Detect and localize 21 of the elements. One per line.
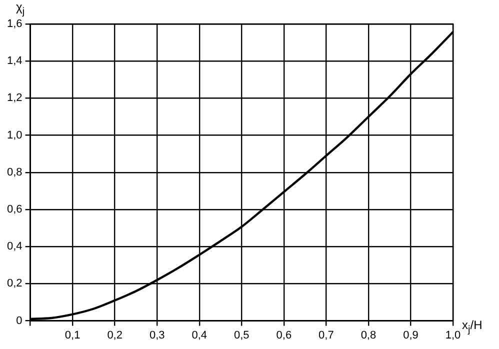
x-tick-label: 0,9 (403, 329, 418, 342)
x-tick-label: 0,5 (234, 329, 250, 342)
y-tick-label: 0,4 (6, 240, 22, 253)
y-tick-label: 1,0 (6, 129, 22, 142)
x-tick-label: 0,4 (192, 329, 208, 342)
x-tick-label: 0,7 (318, 329, 334, 342)
y-tick-label: 0,8 (6, 166, 22, 178)
x-axis-title: x$_{j}$/H (462, 318, 482, 336)
x-tick-label: 0,3 (149, 329, 165, 342)
y-tick-label: 0 (16, 314, 22, 327)
x-tick-label: 0,2 (107, 329, 122, 342)
y-tick-label: 1,2 (6, 92, 22, 104)
y-tick-label: 0,2 (6, 278, 22, 290)
x-tick-label: 1,0 (445, 329, 461, 342)
y-axis-title: χ$_{j}$ (16, 0, 25, 18)
y-tick-label: 0,6 (6, 204, 22, 216)
x-tick-label: 0,6 (276, 329, 292, 342)
y-tick-label: 1,6 (6, 18, 22, 30)
x-tick-label: 0,8 (360, 329, 376, 342)
x-tick-label: 0,1 (64, 329, 80, 342)
y-tick-label: 1,4 (6, 55, 22, 68)
